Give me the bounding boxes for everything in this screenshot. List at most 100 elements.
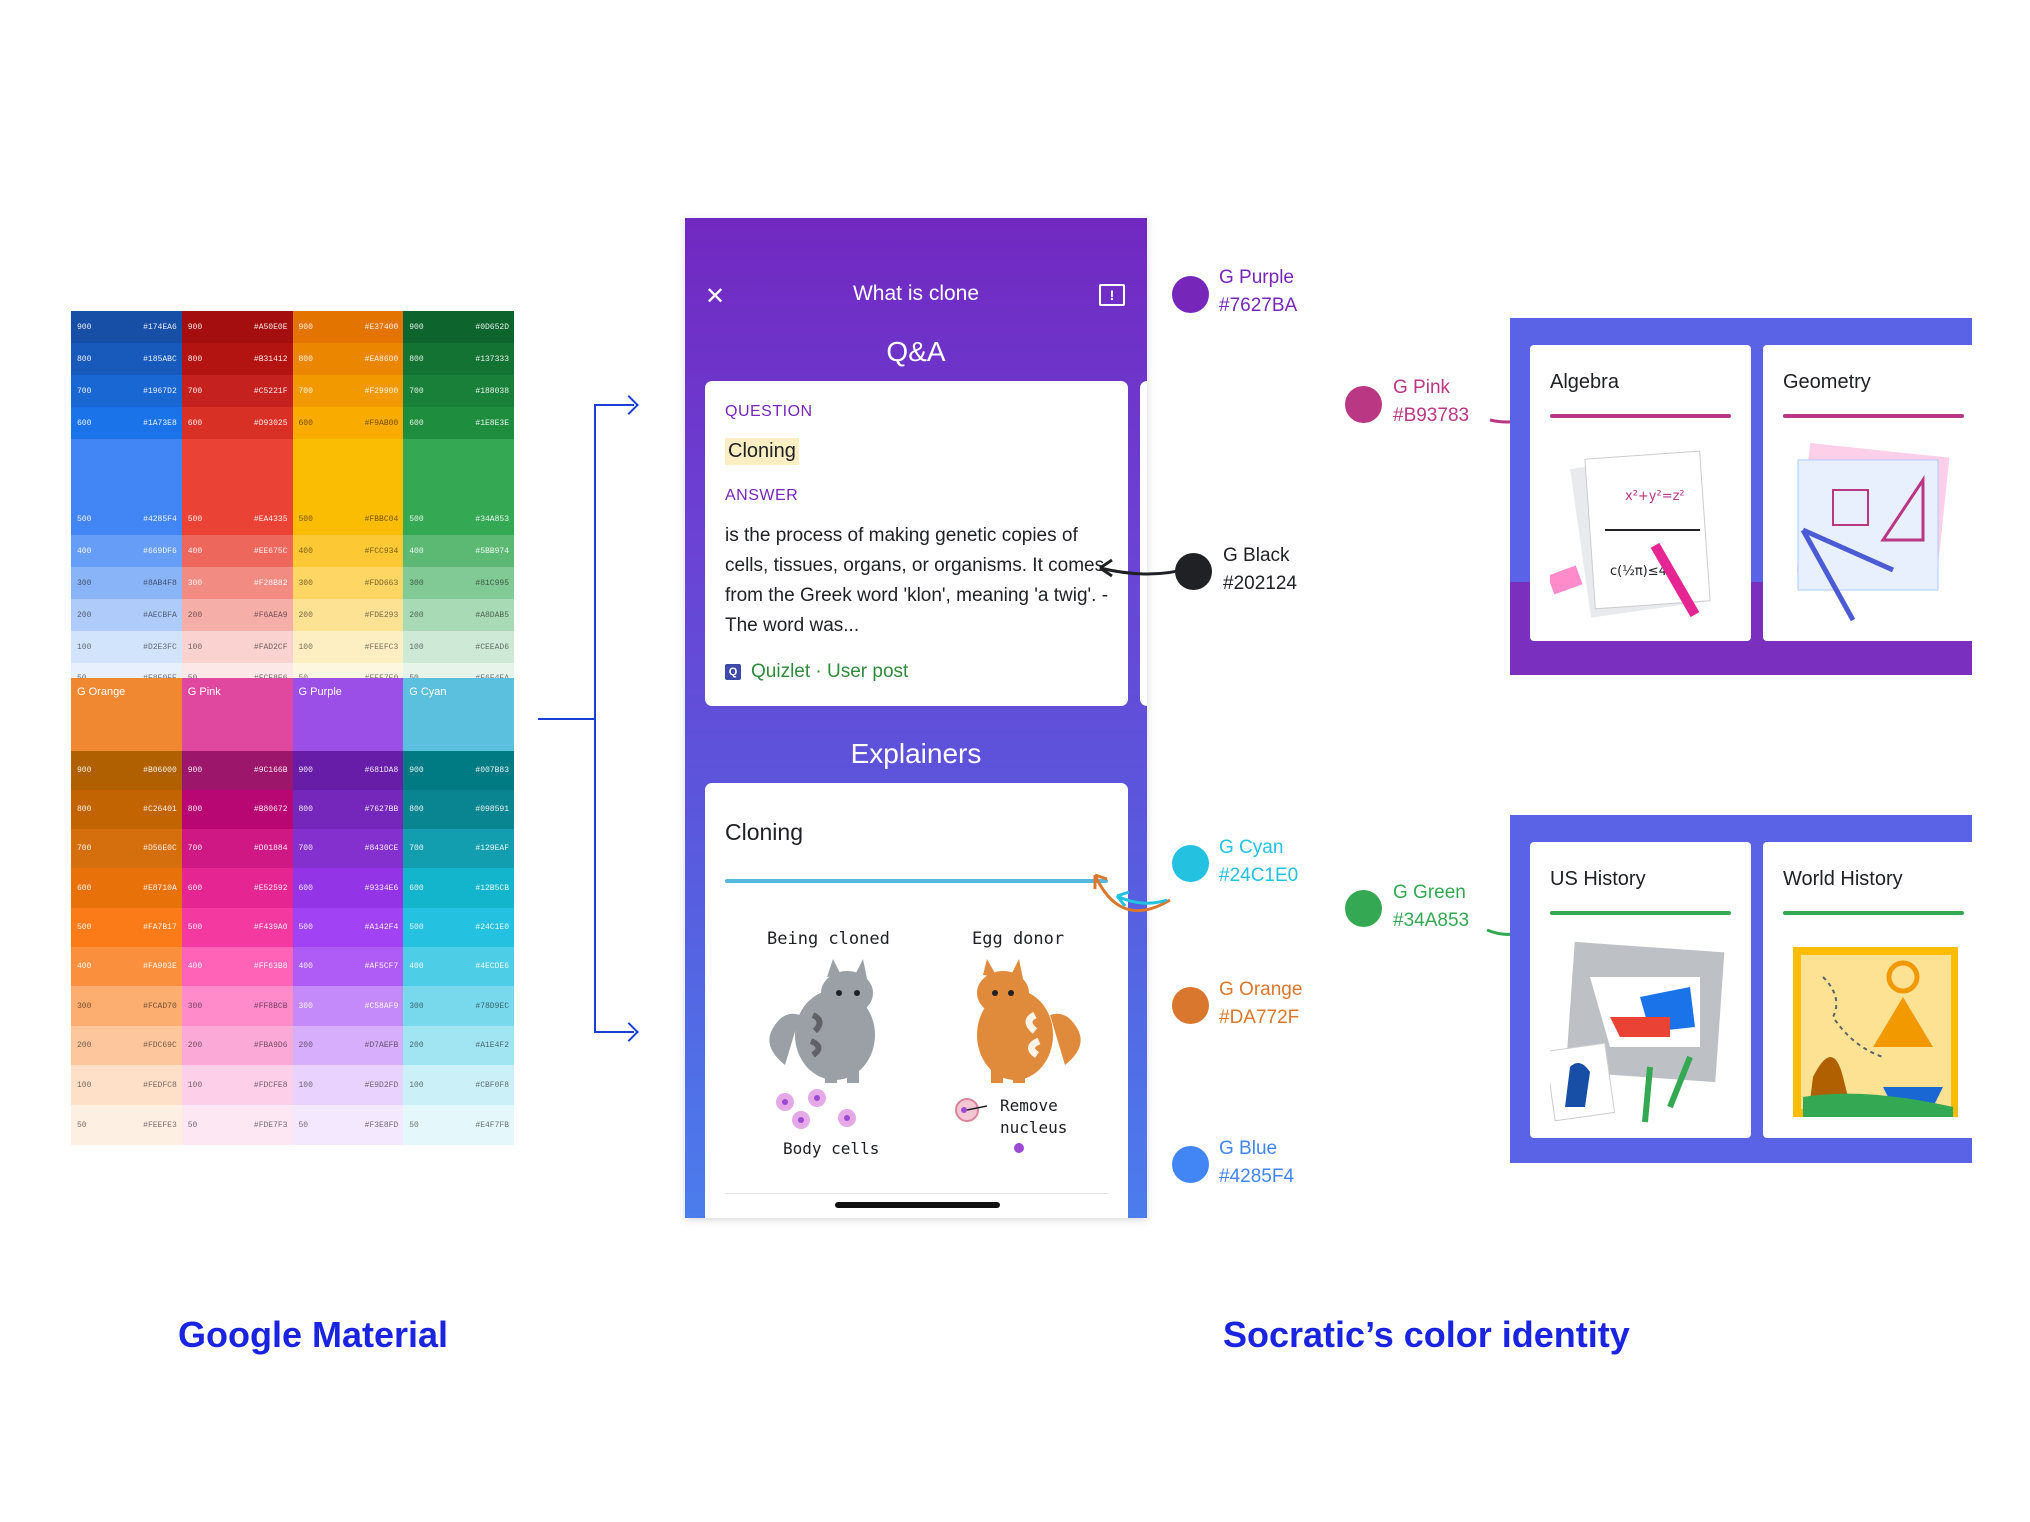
swatch-level: 300 — [298, 1001, 313, 1011]
color-name: G Black — [1223, 545, 1290, 566]
color-swatch: 700 #8430CE — [292, 829, 404, 868]
swatch-hex: #E4F7FB — [475, 1120, 509, 1130]
swatch-hex: #A50E0E — [253, 322, 288, 332]
color-swatch: 500 #A142F4 — [292, 908, 404, 947]
color-swatch: 500 #34A853 — [403, 503, 514, 535]
swatch-level: 300 — [409, 578, 424, 588]
color-hex: #4285F4 — [1219, 1166, 1295, 1187]
subject-card[interactable]: Algebra x²+y²=z² c(½π)≤4 — [1530, 345, 1751, 641]
explainer-title: Cloning — [725, 819, 803, 845]
swatch-hex: #FDC69C — [143, 1041, 177, 1050]
swatch-level: 100 — [187, 642, 203, 652]
palette-column-header: G Orange — [71, 678, 182, 751]
color-swatch: 200 #D7AEFB — [292, 1026, 404, 1065]
swatch-level: 600 — [298, 418, 313, 428]
color-swatch: 600 #12B5CB — [403, 868, 514, 908]
qa-next-card[interactable] — [1140, 381, 1147, 706]
color-swatch: 800 #185ABC — [71, 343, 182, 375]
swatch-hex: #9C166B — [253, 766, 288, 775]
swatch-hex: #F6AEA9 — [253, 610, 288, 620]
swatch-level: 400 — [187, 546, 203, 556]
color-hex: #34A853 — [1393, 910, 1470, 931]
home-indicator[interactable] — [835, 1202, 1000, 1208]
subject-title: World History — [1783, 868, 1903, 890]
swatch-hex: #1967D2 — [143, 386, 177, 396]
explainer-card[interactable]: Cloning Being cloned Egg donor — [705, 783, 1128, 1218]
swatch-hex: #CEEAD6 — [475, 642, 509, 652]
swatch-hex: #669DF6 — [143, 546, 177, 556]
color-dot — [1172, 987, 1209, 1024]
swatch-level: 900 — [409, 322, 424, 332]
swatch-hex: #EE675C — [253, 546, 288, 556]
swatch-hex: #AF5CF7 — [364, 962, 399, 971]
color-swatch: 800 #098591 — [403, 790, 514, 829]
swatch-hex: #D56E0C — [143, 844, 177, 853]
close-icon[interactable]: ✕ — [705, 283, 726, 310]
color-swatch: 400 #5BB974 — [403, 535, 514, 567]
color-swatch: 600 #1A73E8 — [71, 407, 182, 439]
color-swatch: 200 #A8DAB5 — [403, 599, 514, 631]
swatch-level: 300 — [187, 1001, 203, 1011]
swatch-level: 100 — [187, 1080, 203, 1090]
swatch-hex: #B31412 — [253, 354, 288, 364]
body-cells-label: Body cells — [783, 1139, 880, 1158]
color-swatch: 900 #B06000 — [71, 751, 182, 790]
swatch-level: 200 — [298, 1041, 313, 1050]
color-swatch: 600 #1E8E3E — [403, 407, 514, 439]
color-swatch: 100 #E9D2FD — [292, 1065, 404, 1105]
swatch-hex: #FCC934 — [364, 546, 399, 556]
color-swatch: 600 #9334E6 — [292, 868, 404, 908]
color-swatch: 800 #B80672 — [181, 790, 293, 829]
color-swatch: 700 #129EAF — [403, 829, 514, 868]
body-cells-illustration — [776, 1089, 856, 1129]
subjects-panel-math: Algebra x²+y²=z² c(½π)≤4 Geometry — [1510, 318, 1984, 675]
feedback-icon[interactable]: ! — [1099, 284, 1125, 306]
color-swatch: 900 #681DA8 — [292, 751, 404, 790]
color-swatch: 700 #F29900 — [292, 375, 404, 407]
color-swatch: 800 #EA8600 — [292, 343, 404, 375]
qa-card[interactable]: QUESTION Cloning ANSWER is the process o… — [705, 381, 1128, 706]
egg-cell-illustration — [955, 1098, 1024, 1153]
palette-column-header: G Purple — [292, 678, 404, 751]
color-swatch: 500 #EA4335 — [181, 503, 293, 535]
answer-label: ANSWER — [725, 487, 799, 504]
color-swatch: 900 #E37400 — [292, 311, 404, 343]
swatch-level: 100 — [77, 1080, 92, 1090]
color-swatch: 100 #FAD2CF — [181, 631, 293, 663]
color-swatch: 800 #7627BB — [292, 790, 404, 829]
egg-donor-label: Egg donor — [972, 929, 1065, 949]
swatch-hex: #9334E6 — [364, 883, 399, 893]
swatch-hex: #81C995 — [475, 578, 509, 588]
swatch-level: 600 — [409, 418, 424, 428]
swatch-hex: #FA903E — [143, 962, 177, 971]
swatch-level: 600 — [409, 883, 424, 893]
swatch-level: 600 — [187, 883, 203, 893]
swatch-hex: #B80672 — [253, 805, 288, 814]
palette-column: G Cyan 900 #007B83 800 #098591 700 #129EAF 600 #… — [403, 678, 514, 1145]
swatch-level: 800 — [77, 354, 92, 364]
swatch-level: 500 — [409, 514, 424, 524]
swatch-level: 800 — [187, 805, 203, 814]
svg-text:x²+y²=z²: x²+y²=z² — [1625, 489, 1685, 504]
swatch-level: 300 — [77, 578, 92, 588]
source-link[interactable]: Q Quizlet · User post — [725, 661, 908, 683]
google-palette-bottom: G Orange 900 #B06000 800 #C26401 700 #D56E0C 60… — [71, 678, 514, 1145]
swatch-hex: #E9D2FD — [364, 1080, 399, 1090]
swatch-level: 50 — [187, 1120, 198, 1130]
color-dot — [1345, 386, 1382, 423]
subject-card[interactable]: Geometry — [1763, 345, 1984, 641]
color-swatch: 500 #FBBC04 — [292, 503, 404, 535]
subject-card[interactable]: World History — [1763, 842, 1984, 1138]
subject-card[interactable]: US History — [1530, 842, 1751, 1138]
color-swatch: 700 #D56E0C — [71, 829, 182, 868]
swatch-level: 50 — [77, 1120, 87, 1130]
color-name: G Cyan — [1219, 837, 1284, 858]
swatch-hex: #007B83 — [475, 766, 509, 775]
color-label: G Blue #4285F4 — [1219, 1135, 1294, 1191]
swatch-level: 800 — [409, 354, 424, 364]
subject-accent-bar — [1783, 414, 1964, 418]
color-swatch: 200 #A1E4F2 — [403, 1026, 514, 1065]
swatch-level: 700 — [77, 386, 92, 396]
palette-column: 900 #A50E0E 800 #B31412 700 #C5221F 600 #D93025… — [181, 311, 293, 694]
swatch-level: 500 — [77, 923, 92, 932]
